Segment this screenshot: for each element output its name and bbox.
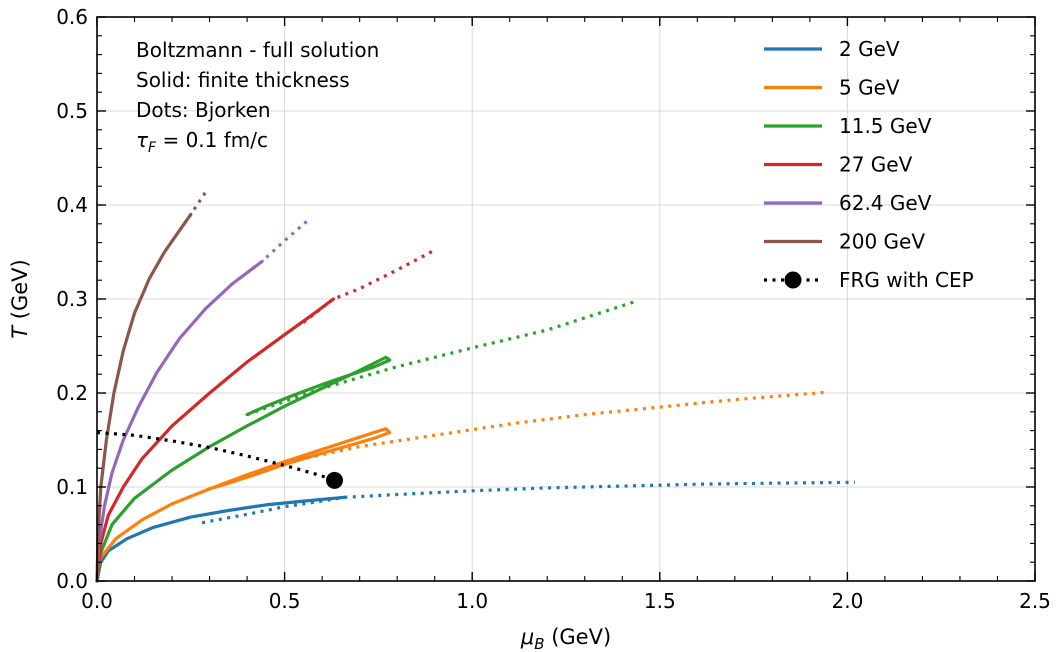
y-tick-label: 0.3 — [56, 287, 88, 311]
series-line-dotted — [96, 430, 334, 482]
legend-label: 5 GeV — [839, 76, 900, 100]
series-line-solid — [95, 427, 392, 583]
series-11-5-gev — [95, 299, 638, 583]
series-2-gev — [95, 480, 855, 583]
annotation-line: Solid: finite thickness — [136, 68, 350, 92]
legend-entry-5-gev: 5 GeV — [764, 76, 900, 100]
legend-entry-200-gev: 200 GeV — [764, 230, 925, 254]
series-line-dotted — [209, 390, 829, 491]
legend-label: 200 GeV — [839, 230, 925, 254]
legend-entry-62-4-gev: 62.4 GeV — [764, 191, 932, 215]
legend-label: 11.5 GeV — [839, 114, 932, 138]
y-tick-label: 0.5 — [56, 99, 88, 123]
series-line-dotted — [302, 248, 436, 324]
series-frg-with-cep — [96, 430, 344, 489]
series-27-gev — [95, 248, 436, 583]
legend: 2 GeV 5 GeV 11.5 GeV 27 GeV 62.4 GeV 200 GeV F… — [764, 37, 974, 292]
legend-label: FRG with CEP — [839, 268, 974, 292]
y-tick-label: 0.4 — [56, 193, 88, 217]
series-5-gev — [95, 390, 829, 583]
x-tick-label: 0.0 — [81, 589, 113, 613]
series-layer — [95, 190, 855, 583]
annotation-block: Boltzmann - full solution Solid: finite t… — [136, 38, 379, 156]
cep-marker — [326, 471, 344, 489]
legend-marker — [784, 271, 802, 289]
x-axis-label: μB (GeV) — [520, 625, 611, 652]
x-tick-label: 2.0 — [831, 589, 863, 613]
legend-label: 62.4 GeV — [839, 191, 932, 215]
series-line-dotted — [238, 219, 309, 280]
ticks — [96, 16, 1036, 582]
tick-labels: 0.0 0.5 1.0 1.5 2.0 2.5 0.0 0.1 0.2 0.3 0.4 0.5 0.6 — [56, 5, 1051, 613]
y-axis-label: T (GeV) — [8, 259, 32, 338]
y-tick-label: 0.6 — [56, 5, 88, 29]
legend-entry-frg-with-cep: FRG with CEP — [764, 268, 974, 292]
series-200-gev — [95, 190, 208, 583]
series-line-dotted — [246, 299, 638, 417]
annotation-line: Boltzmann - full solution — [136, 38, 379, 62]
x-tick-label: 1.5 — [644, 589, 676, 613]
annotation-line: Dots: Bjorken — [136, 98, 271, 122]
y-tick-label: 0.2 — [56, 381, 88, 405]
x-tick-label: 1.0 — [456, 589, 488, 613]
series-line-solid — [95, 297, 335, 583]
x-tick-label: 0.5 — [269, 589, 301, 613]
legend-entry-2-gev: 2 GeV — [764, 37, 900, 61]
legend-entry-27-gev: 27 GeV — [764, 153, 913, 177]
legend-label: 27 GeV — [839, 153, 913, 177]
series-line-solid — [95, 259, 264, 583]
series-line-solid — [95, 355, 392, 583]
series-line-dotted — [201, 480, 855, 525]
series-62-4-gev — [95, 219, 309, 583]
legend-entry-11-5-gev: 11.5 GeV — [764, 114, 932, 138]
series-line-solid — [95, 212, 193, 583]
annotation-line: τF = 0.1 fm/c — [136, 128, 268, 156]
legend-label: 2 GeV — [839, 37, 900, 61]
x-tick-label: 2.5 — [1019, 589, 1051, 613]
series-line-solid — [95, 495, 347, 583]
y-tick-label: 0.1 — [56, 475, 88, 499]
y-tick-label: 0.0 — [56, 569, 88, 593]
